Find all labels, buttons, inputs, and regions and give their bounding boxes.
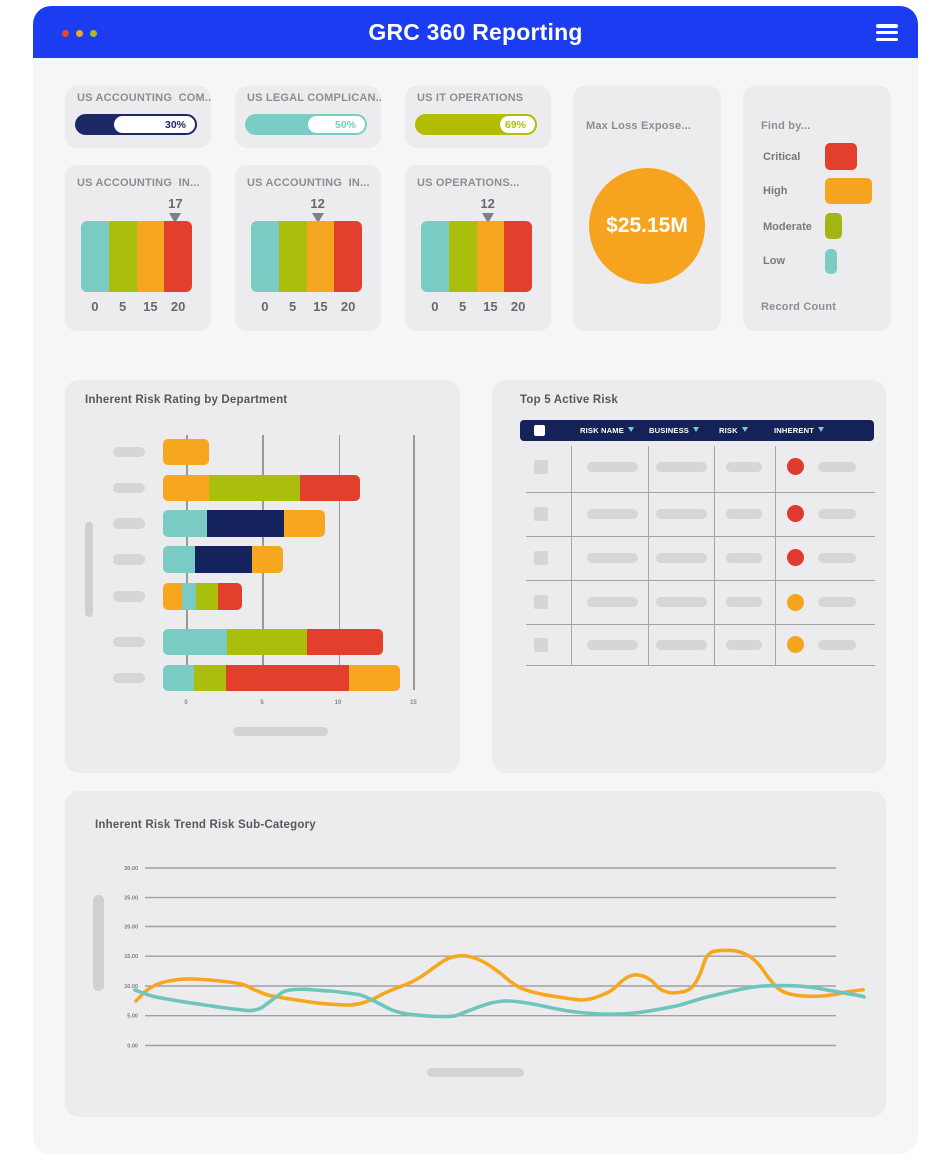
svg-text:30.00: 30.00 <box>124 866 138 872</box>
svg-text:25.00: 25.00 <box>124 895 138 901</box>
svg-text:15.00: 15.00 <box>124 954 138 960</box>
svg-text:0.00: 0.00 <box>127 1043 138 1049</box>
svg-text:20.00: 20.00 <box>124 924 138 930</box>
svg-text:10.00: 10.00 <box>124 984 138 990</box>
svg-text:5.00: 5.00 <box>127 1014 138 1020</box>
